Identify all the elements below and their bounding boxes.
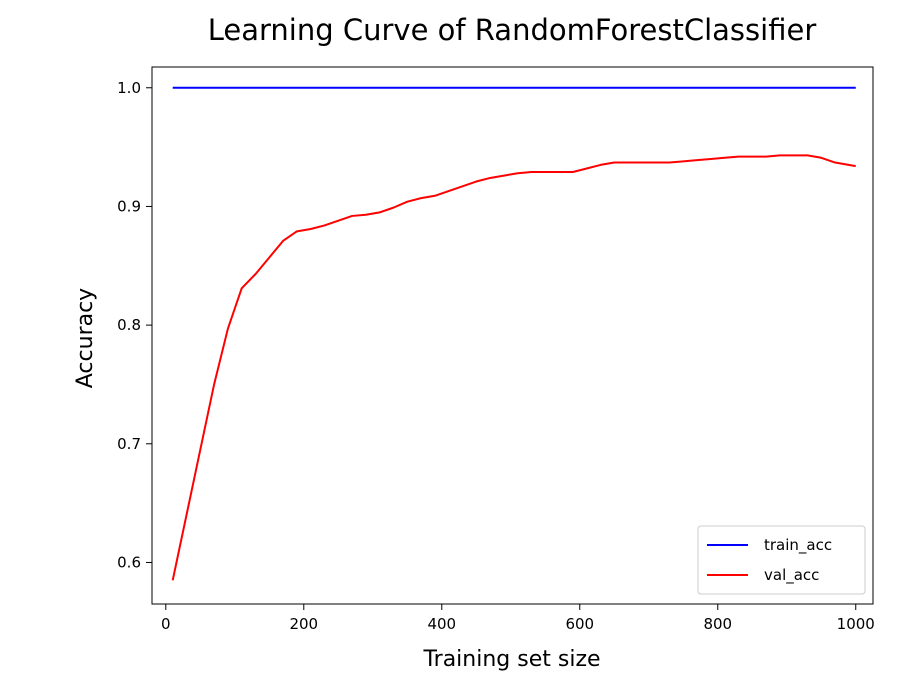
x-tick-label: 800 — [703, 615, 732, 633]
y-tick-label: 0.7 — [117, 435, 141, 453]
y-tick-label: 0.6 — [117, 553, 141, 571]
y-tick-label: 1.0 — [117, 79, 141, 97]
series-line-val-acc — [171, 154, 856, 581]
x-tick-label: 200 — [289, 615, 318, 633]
plot-frame — [151, 66, 874, 605]
legend-label-train-acc: train_acc — [764, 536, 832, 555]
chart-title: Learning Curve of RandomForestClassifier — [208, 13, 817, 47]
x-tick-label: 400 — [427, 615, 456, 633]
x-tick-label: 600 — [565, 615, 594, 633]
legend-box — [697, 525, 866, 595]
legend: train_acc val_acc — [697, 525, 866, 595]
x-axis-label: Training set size — [422, 647, 600, 672]
y-axis-label: Accuracy — [73, 288, 98, 388]
plot-area — [171, 86, 856, 581]
y-axis-ticks: 0.6 0.7 0.8 0.9 1.0 — [117, 79, 152, 571]
y-tick-label: 0.8 — [117, 316, 141, 334]
y-tick-label: 0.9 — [117, 197, 141, 215]
x-axis-ticks: 0 200 400 600 800 1000 — [161, 604, 875, 633]
x-tick-label: 0 — [161, 615, 171, 633]
legend-label-val-acc: val_acc — [764, 566, 819, 585]
x-tick-label: 1000 — [837, 615, 875, 633]
